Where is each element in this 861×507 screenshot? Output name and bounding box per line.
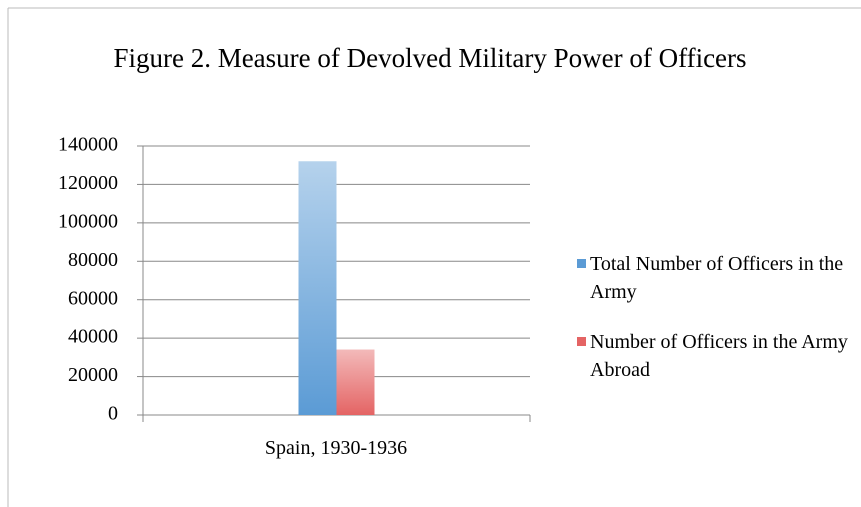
bar-shade [336, 349, 375, 415]
chart-title: Figure 2. Measure of Devolved Military P… [113, 43, 747, 73]
y-tick-label: 20000 [68, 364, 118, 386]
bar-shade [298, 161, 337, 415]
legend-label: Number of Officers in the Army Abroad [590, 331, 848, 381]
x-tick-label: Spain, 1930-1936 [264, 437, 408, 459]
legend-swatch [577, 259, 586, 268]
y-tick-label: 40000 [68, 326, 118, 348]
y-tick-label: 140000 [58, 134, 118, 156]
legend-label: Total Number of Officers in the Army [590, 253, 844, 303]
y-tick-label: 100000 [58, 210, 118, 232]
y-tick-label: 120000 [58, 172, 118, 194]
legend-entry: Total Number of Officers in the Army [577, 250, 850, 306]
y-tick-label: 0 [108, 403, 118, 425]
legend-swatch [577, 337, 586, 346]
y-tick-label: 80000 [68, 249, 118, 271]
y-tick-label: 60000 [68, 287, 118, 309]
legend-entry: Number of Officers in the Army Abroad [577, 328, 850, 384]
